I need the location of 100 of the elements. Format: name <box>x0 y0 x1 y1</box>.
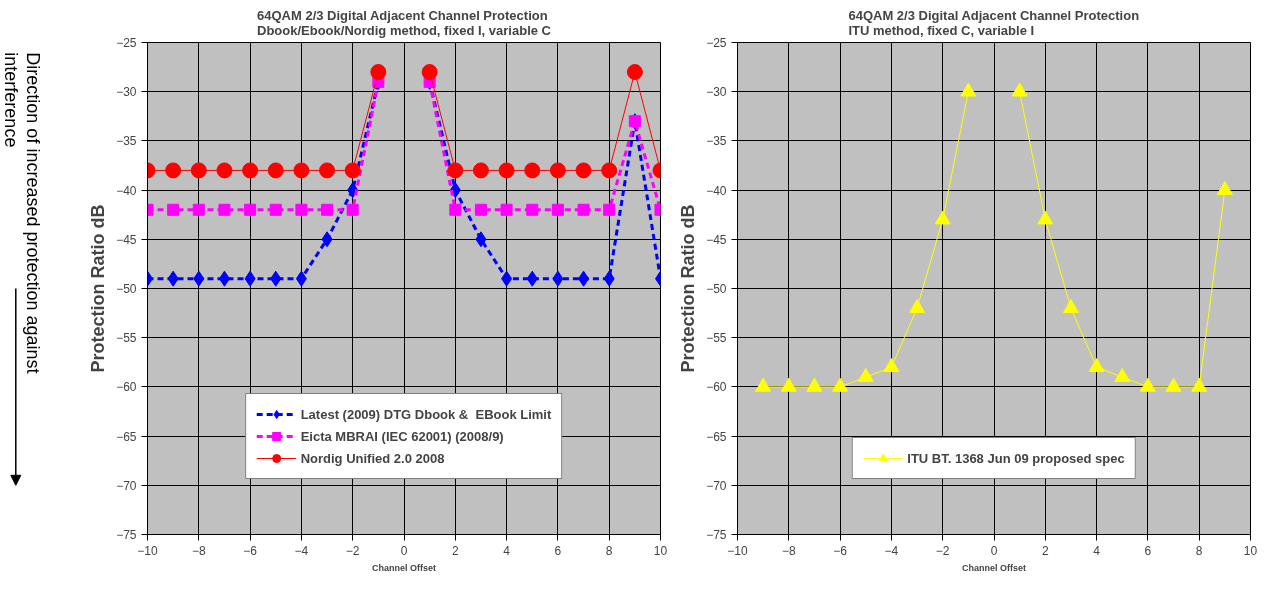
point <box>578 270 590 287</box>
y-tick-label: −60 <box>116 380 137 395</box>
point <box>1062 299 1079 314</box>
point <box>242 162 259 179</box>
point <box>498 162 515 179</box>
x-tick-label: 10 <box>653 543 668 558</box>
point <box>192 203 205 216</box>
y-tick-label: −45 <box>116 232 137 247</box>
legend-label: Latest (2009) DTG Dbook & EBook Limit <box>300 406 552 422</box>
point <box>500 203 513 216</box>
point <box>1114 367 1131 382</box>
point <box>218 203 231 216</box>
point <box>526 203 539 216</box>
point <box>549 162 566 179</box>
point <box>552 270 564 287</box>
y-tick-label: −40 <box>116 183 137 198</box>
y-tick-label: −70 <box>706 478 727 493</box>
x-axis-title: Channel Offset <box>372 562 437 573</box>
y-tick-label: −75 <box>706 528 727 542</box>
point <box>577 203 590 216</box>
point <box>216 162 233 179</box>
point <box>501 270 513 287</box>
y-axis-title: Protection Ratio dB <box>88 204 109 373</box>
point <box>295 270 307 287</box>
y-axis-title: Protection Ratio dB <box>678 204 699 373</box>
point <box>321 203 334 216</box>
y-tick-label: −50 <box>706 282 727 296</box>
point <box>270 270 282 287</box>
chart-title: 64QAM 2/3 Digital Adjacent Channel Protection ITU method, fixed C, variable I <box>848 7 1140 38</box>
x-tick-label: −4 <box>294 543 309 558</box>
point <box>524 162 541 179</box>
point <box>603 270 615 287</box>
y-tick-label: −70 <box>116 478 137 493</box>
text: Direction of increased protection against interference <box>0 52 43 374</box>
point <box>526 270 538 287</box>
point <box>575 162 592 179</box>
x-tick-label: −6 <box>243 543 258 558</box>
y-tick-label: −25 <box>706 36 727 50</box>
point <box>319 162 336 179</box>
x-tick-label: 6 <box>1144 543 1152 558</box>
point <box>167 270 179 287</box>
point <box>370 64 387 81</box>
point <box>447 162 464 179</box>
point <box>346 203 359 216</box>
point <box>1037 210 1054 225</box>
x-tick-label: 6 <box>554 543 562 558</box>
point <box>755 377 772 392</box>
x-tick-label: 4 <box>1093 543 1101 558</box>
point <box>244 270 256 287</box>
x-tick-label: −2 <box>345 543 360 558</box>
point <box>321 231 333 248</box>
x-tick-label: 2 <box>1041 543 1049 558</box>
y-tick-label: −25 <box>116 36 137 50</box>
point <box>472 162 489 179</box>
point <box>551 203 564 216</box>
x-tick-label: 0 <box>400 543 408 558</box>
point <box>601 162 618 179</box>
x-tick-label: 4 <box>503 543 511 558</box>
point <box>909 299 926 314</box>
point <box>883 358 900 373</box>
point <box>295 203 308 216</box>
point <box>421 64 438 81</box>
x-tick-label: 8 <box>1195 543 1203 558</box>
x-tick-label: −2 <box>935 543 950 558</box>
y-tick-label: −45 <box>706 232 727 247</box>
point <box>934 210 951 225</box>
point <box>603 203 616 216</box>
x-tick-label: −8 <box>781 543 796 558</box>
point <box>218 270 230 287</box>
legend-label: Nordig Unified 2.0 2008 <box>300 450 445 466</box>
y-tick-label: −65 <box>706 429 727 444</box>
point <box>960 82 977 97</box>
x-tick-label: −4 <box>884 543 899 558</box>
y-tick-label: −60 <box>706 380 727 395</box>
x-axis-title: Channel Offset <box>962 562 1027 573</box>
point <box>1011 82 1028 97</box>
point <box>1191 377 1208 392</box>
y-tick-label: −30 <box>706 85 727 100</box>
point <box>780 377 797 392</box>
point <box>1165 377 1182 392</box>
point <box>475 231 487 248</box>
chart-title: 64QAM 2/3 Digital Adjacent Channel Protection Dbook/Ebook/Nordig method, fixed I, variable C <box>257 7 552 38</box>
point <box>1216 180 1233 195</box>
x-tick-label: 0 <box>990 543 998 558</box>
legend-label: Eicta MBRAI (IEC 62001) (2008/9) <box>300 428 504 444</box>
point <box>1139 377 1156 392</box>
y-tick-label: −35 <box>706 134 727 149</box>
point <box>293 162 310 179</box>
y-tick-label: −75 <box>116 528 137 542</box>
y-tick-label: −35 <box>116 134 137 149</box>
x-tick-label: −10 <box>727 543 748 558</box>
point <box>806 377 823 392</box>
y-tick-label: −30 <box>116 85 137 100</box>
x-tick-label: −8 <box>191 543 206 558</box>
point <box>344 162 361 179</box>
point <box>267 162 284 179</box>
point <box>193 270 205 287</box>
y-tick-label: −65 <box>116 429 137 444</box>
point <box>190 162 207 179</box>
x-tick-label: 10 <box>1243 543 1258 558</box>
